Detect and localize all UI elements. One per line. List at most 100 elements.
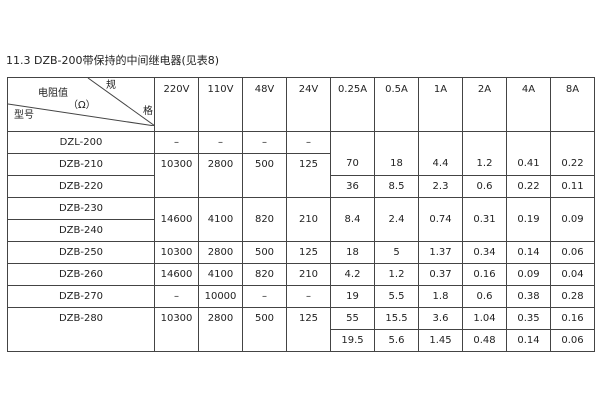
current-cell: 1.37 xyxy=(418,241,463,264)
voltage-cell: – xyxy=(286,285,331,308)
corner-label-model: 型号 xyxy=(14,110,34,121)
current-cell: 3.6 xyxy=(418,307,463,330)
model-cell: DZB-250 xyxy=(7,241,155,264)
column-header: 2A xyxy=(462,77,507,132)
voltage-cell: 4100 xyxy=(198,197,243,242)
current-cell: 0.09 xyxy=(506,263,551,286)
current-cell: 0.28 xyxy=(550,285,595,308)
current-cell: 0.74 xyxy=(418,197,463,242)
table-row: DZB-230 14600 4100 820 210 8.4 2.4 0.74 0.31 0.19… xyxy=(7,197,595,242)
current-cell: 0.34 xyxy=(462,241,507,264)
current-cell: 0.16 xyxy=(550,307,595,330)
corner-header-cell: 规 格 电阻值 （Ω） 型号 xyxy=(7,77,155,132)
current-cell: 0.6 xyxy=(462,175,507,198)
voltage-cell: 210 xyxy=(286,197,331,242)
table-row: DZL-200– – – –70 18 4.4 1.2 0.41 0.22 xyxy=(7,131,595,176)
voltage-cell: 10300 xyxy=(154,241,199,264)
current-cell: 0.16 xyxy=(462,263,507,286)
voltage-cell: 125 xyxy=(286,153,331,198)
current-cell: 8.5 xyxy=(374,175,419,198)
current-cell: 2.4 xyxy=(374,197,419,242)
resistance-table: 规 格 电阻值 （Ω） 型号 220V 110V 48V 24V 0.25A 0.5A 1A… xyxy=(7,77,595,352)
table-row: DZB-260 14600 4100 820 210 4.2 1.2 0.37 0.16 0.09… xyxy=(7,263,595,286)
model-cell: DZB-230 xyxy=(7,197,155,220)
column-header: 4A xyxy=(506,77,551,132)
current-cell: 5 xyxy=(374,241,419,264)
current-cell: 1.2 xyxy=(462,131,507,176)
voltage-cell: 210 xyxy=(286,263,331,286)
current-cell: 0.06 xyxy=(550,241,595,264)
current-cell: 0.09 xyxy=(550,197,595,242)
voltage-cell: 4100 xyxy=(198,263,243,286)
voltage-cell: 2800 xyxy=(198,153,243,198)
voltage-cell: – xyxy=(154,285,199,308)
table-row: DZB-270–10000– –19 5.5 1.8 0.6 0.38 0.28 xyxy=(7,285,595,308)
model-cell: DZB-280 xyxy=(7,307,155,352)
voltage-cell: – xyxy=(242,285,287,308)
table-row: DZB-250 10300 2800 500 125 18 5 1.37 0.34 0.14 0.0… xyxy=(7,241,595,264)
column-header: 220V xyxy=(154,77,199,132)
current-cell: 0.48 xyxy=(462,329,507,352)
column-header: 0.5A xyxy=(374,77,419,132)
voltage-cell: 500 xyxy=(242,153,287,198)
voltage-cell: – xyxy=(154,131,199,154)
current-cell: 15.5 xyxy=(374,307,419,330)
model-cell: DZB-220 xyxy=(7,175,155,198)
voltage-cell: – xyxy=(242,131,287,154)
header-row: 规 格 电阻值 （Ω） 型号 220V 110V 48V 24V 0.25A 0.5A 1A… xyxy=(7,77,595,132)
current-cell: 0.38 xyxy=(506,285,551,308)
voltage-cell: – xyxy=(286,131,331,154)
current-cell: 5.6 xyxy=(374,329,419,352)
current-cell: 0.22 xyxy=(506,175,551,198)
corner-label-resistance: 电阻值 xyxy=(38,88,68,99)
voltage-cell: 820 xyxy=(242,197,287,242)
current-cell: 8.4 xyxy=(330,197,375,242)
voltage-cell: 14600 xyxy=(154,197,199,242)
table-row: DZB-210 10300 2800 500 125 xyxy=(7,153,595,198)
voltage-cell: 2800 xyxy=(198,241,243,264)
current-cell: 1.45 xyxy=(418,329,463,352)
voltage-cell: 10300 xyxy=(154,153,199,198)
current-cell: 19 xyxy=(330,285,375,308)
corner-label-ge: 格 xyxy=(143,106,153,117)
current-cell: 0.35 xyxy=(506,307,551,330)
voltage-cell: 2800 xyxy=(198,307,243,352)
voltage-cell: 14600 xyxy=(154,263,199,286)
model-cell: DZB-260 xyxy=(7,263,155,286)
voltage-cell: 125 xyxy=(286,241,331,264)
current-cell: 0.06 xyxy=(550,329,595,352)
current-cell: 0.14 xyxy=(506,329,551,352)
column-header: 1A xyxy=(418,77,463,132)
voltage-cell: 820 xyxy=(242,263,287,286)
model-cell: DZB-210 xyxy=(7,153,155,176)
current-cell: 1.04 xyxy=(462,307,507,330)
model-cell: DZB-240 xyxy=(7,219,155,242)
current-cell: 2.3 xyxy=(418,175,463,198)
corner-label-unit: （Ω） xyxy=(68,100,96,111)
current-cell: 18 xyxy=(374,131,419,176)
table-row: DZB-280 10300 2800 500 125 55 15.5 3.6 1.04 0.35 0… xyxy=(7,307,595,352)
table-title: 11.3 DZB-200带保持的中间继电器(见表8) xyxy=(6,54,220,67)
current-cell: 4.4 xyxy=(418,131,463,176)
table-row: 19.5 5.6 1.45 0.48 0.14 0.06 xyxy=(8,329,595,352)
corner-label-gui: 规 xyxy=(106,80,116,91)
current-cell: 0.22 xyxy=(550,131,595,176)
current-cell: 18 xyxy=(330,241,375,264)
current-cell: 70 xyxy=(330,131,375,176)
diagonal-lines xyxy=(8,78,155,126)
voltage-cell: – xyxy=(198,131,243,154)
current-cell: 0.14 xyxy=(506,241,551,264)
current-cell: 0.11 xyxy=(550,175,595,198)
column-header: 110V xyxy=(198,77,243,132)
current-cell: 19.5 xyxy=(330,329,375,352)
voltage-cell: 500 xyxy=(242,241,287,264)
voltage-cell: 500 xyxy=(242,307,287,352)
current-cell: 0.19 xyxy=(506,197,551,242)
model-cell: DZL-200 xyxy=(7,131,155,154)
current-cell: 0.37 xyxy=(418,263,463,286)
voltage-cell: 10300 xyxy=(154,307,199,352)
voltage-cell: 125 xyxy=(286,307,331,352)
column-header: 48V xyxy=(242,77,287,132)
current-cell: 1.8 xyxy=(418,285,463,308)
model-cell: DZB-270 xyxy=(7,285,155,308)
